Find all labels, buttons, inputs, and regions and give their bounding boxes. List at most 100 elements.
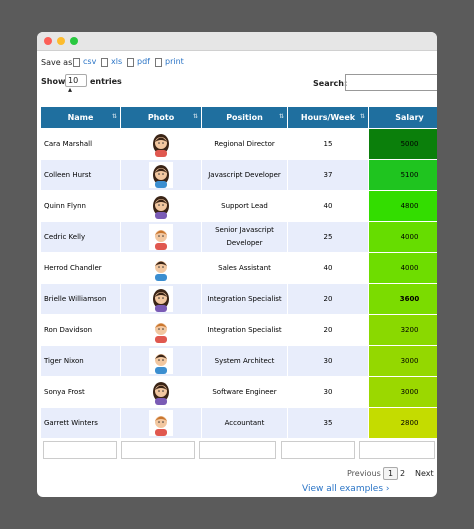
hours-cell: 15 [287, 128, 369, 160]
close-button[interactable] [44, 37, 52, 45]
name-cell: Cara Marshall [41, 128, 121, 160]
photo-cell [120, 314, 202, 346]
table-row: Ron Davidson Integration Specialist 20 3200 [41, 314, 437, 346]
sort-icon: ⇅ [278, 113, 284, 120]
table-body: Cara Marshall Regional Director 15 5000 Coll… [41, 128, 437, 438]
column-title: Salary [395, 113, 424, 122]
view-all-link[interactable]: View all examples › [302, 484, 390, 494]
position-cell: Integration Specialist [201, 283, 288, 315]
column-title: Hours/Week [300, 113, 356, 122]
hours-cell: 40 [287, 252, 369, 284]
hours-cell: 35 [287, 407, 369, 438]
salary-cell: 3600 [368, 283, 437, 315]
export-link[interactable]: print [165, 57, 184, 66]
name-cell: Quinn Flynn [41, 190, 121, 222]
hours-cell: 30 [287, 376, 369, 408]
table-row: Tiger Nixon System Architect 30 3000 [41, 345, 437, 377]
name-cell: Cedric Kelly [41, 221, 121, 253]
filter-input[interactable] [199, 441, 276, 459]
avatar [149, 317, 173, 343]
avatar [149, 162, 173, 188]
column-header[interactable]: Name ⇅ [41, 107, 121, 129]
column-title: Photo [147, 113, 175, 122]
window: Save as csv xls pdf print Show 10 ▴ entries… [37, 32, 437, 497]
zoom-button[interactable] [70, 37, 78, 45]
column-header[interactable]: Position ⇅ [201, 107, 288, 129]
filter-input[interactable] [43, 441, 117, 459]
sort-icon: ⇅ [111, 113, 117, 120]
previous-button[interactable]: Previous [347, 469, 381, 478]
name-cell: Brielle Williamson [41, 283, 121, 315]
column-header[interactable]: Salary⌄ [368, 107, 437, 129]
salary-cell: 4800 [368, 190, 437, 222]
export-link[interactable]: csv [83, 57, 97, 66]
position-cell: Integration Specialist [201, 314, 288, 346]
photo-cell [120, 128, 202, 160]
salary-cell: 2800 [368, 407, 437, 438]
name-cell: Tiger Nixon [41, 345, 121, 377]
sort-icon: ⇅ [359, 113, 365, 120]
table-row: Garrett Winters Accountant 35 2800 [41, 407, 437, 438]
column-header[interactable]: Hours/Week ⇅ [287, 107, 369, 129]
photo-cell [120, 283, 202, 315]
avatar [149, 255, 173, 281]
table-row: Colleen Hurst Javascript Developer 37 5100 [41, 159, 437, 191]
avatar [149, 410, 173, 436]
show-label: Show [41, 77, 66, 86]
column-title: Position [226, 113, 263, 122]
photo-cell [120, 407, 202, 438]
column-header[interactable]: Photo ⇅ [120, 107, 202, 129]
table-row: Brielle Williamson Integration Specialist… [41, 283, 437, 315]
table-row: Herrod Chandler Sales Assistant 40 4000 [41, 252, 437, 284]
name-cell: Sonya Frost [41, 376, 121, 408]
export-icon [127, 58, 134, 67]
export-link[interactable]: xls [111, 57, 123, 66]
position-cell: Support Lead [201, 190, 288, 222]
table-row: Quinn Flynn Support Lead 40 4800 [41, 190, 437, 222]
salary-cell: 3000 [368, 345, 437, 377]
name-cell: Ron Davidson [41, 314, 121, 346]
salary-cell: 4000 [368, 252, 437, 284]
salary-cell: 5100 [368, 159, 437, 191]
next-button[interactable]: Next [415, 469, 434, 478]
avatar [149, 379, 173, 405]
table-row: Cara Marshall Regional Director 15 5000 [41, 128, 437, 160]
name-cell: Garrett Winters [41, 407, 121, 438]
export-link[interactable]: pdf [137, 57, 150, 66]
name-cell: Colleen Hurst [41, 159, 121, 191]
photo-cell [120, 221, 202, 253]
photo-cell [120, 252, 202, 284]
photo-cell [120, 159, 202, 191]
avatar [149, 131, 173, 157]
hours-cell: 25 [287, 221, 369, 253]
filter-input[interactable] [281, 441, 355, 459]
hours-cell: 20 [287, 283, 369, 315]
avatar [149, 224, 173, 250]
hours-cell: 30 [287, 345, 369, 377]
page-button[interactable]: 1 [383, 467, 399, 480]
avatar [149, 193, 173, 219]
salary-cell: 3200 [368, 314, 437, 346]
search-label: Search: [313, 79, 348, 88]
filter-input[interactable] [359, 441, 435, 459]
search-input[interactable] [345, 74, 437, 91]
page-button[interactable]: 2 [400, 469, 406, 478]
table-row: Sonya Frost Software Engineer 30 3000 [41, 376, 437, 408]
page-length-select[interactable]: 10 ▴ [65, 74, 87, 94]
filter-input[interactable] [121, 441, 195, 459]
name-cell: Herrod Chandler [41, 252, 121, 284]
position-cell: Accountant [201, 407, 288, 438]
avatar [149, 286, 173, 312]
export-icon [155, 58, 162, 67]
position-cell: Sales Assistant [201, 252, 288, 284]
header-row: Name⇅Photo⇅Position⇅Hours/Week⇅Salary⌄ [41, 107, 437, 129]
position-cell: Regional Director [201, 128, 288, 160]
export-icon [101, 58, 108, 67]
photo-cell [120, 345, 202, 377]
hours-cell: 20 [287, 314, 369, 346]
data-table: Name⇅Photo⇅Position⇅Hours/Week⇅Salary⌄Ca… [41, 107, 437, 438]
position-cell: Software Engineer [201, 376, 288, 408]
minimize-button[interactable] [57, 37, 65, 45]
position-cell: Senior Javascript Developer [201, 221, 288, 253]
